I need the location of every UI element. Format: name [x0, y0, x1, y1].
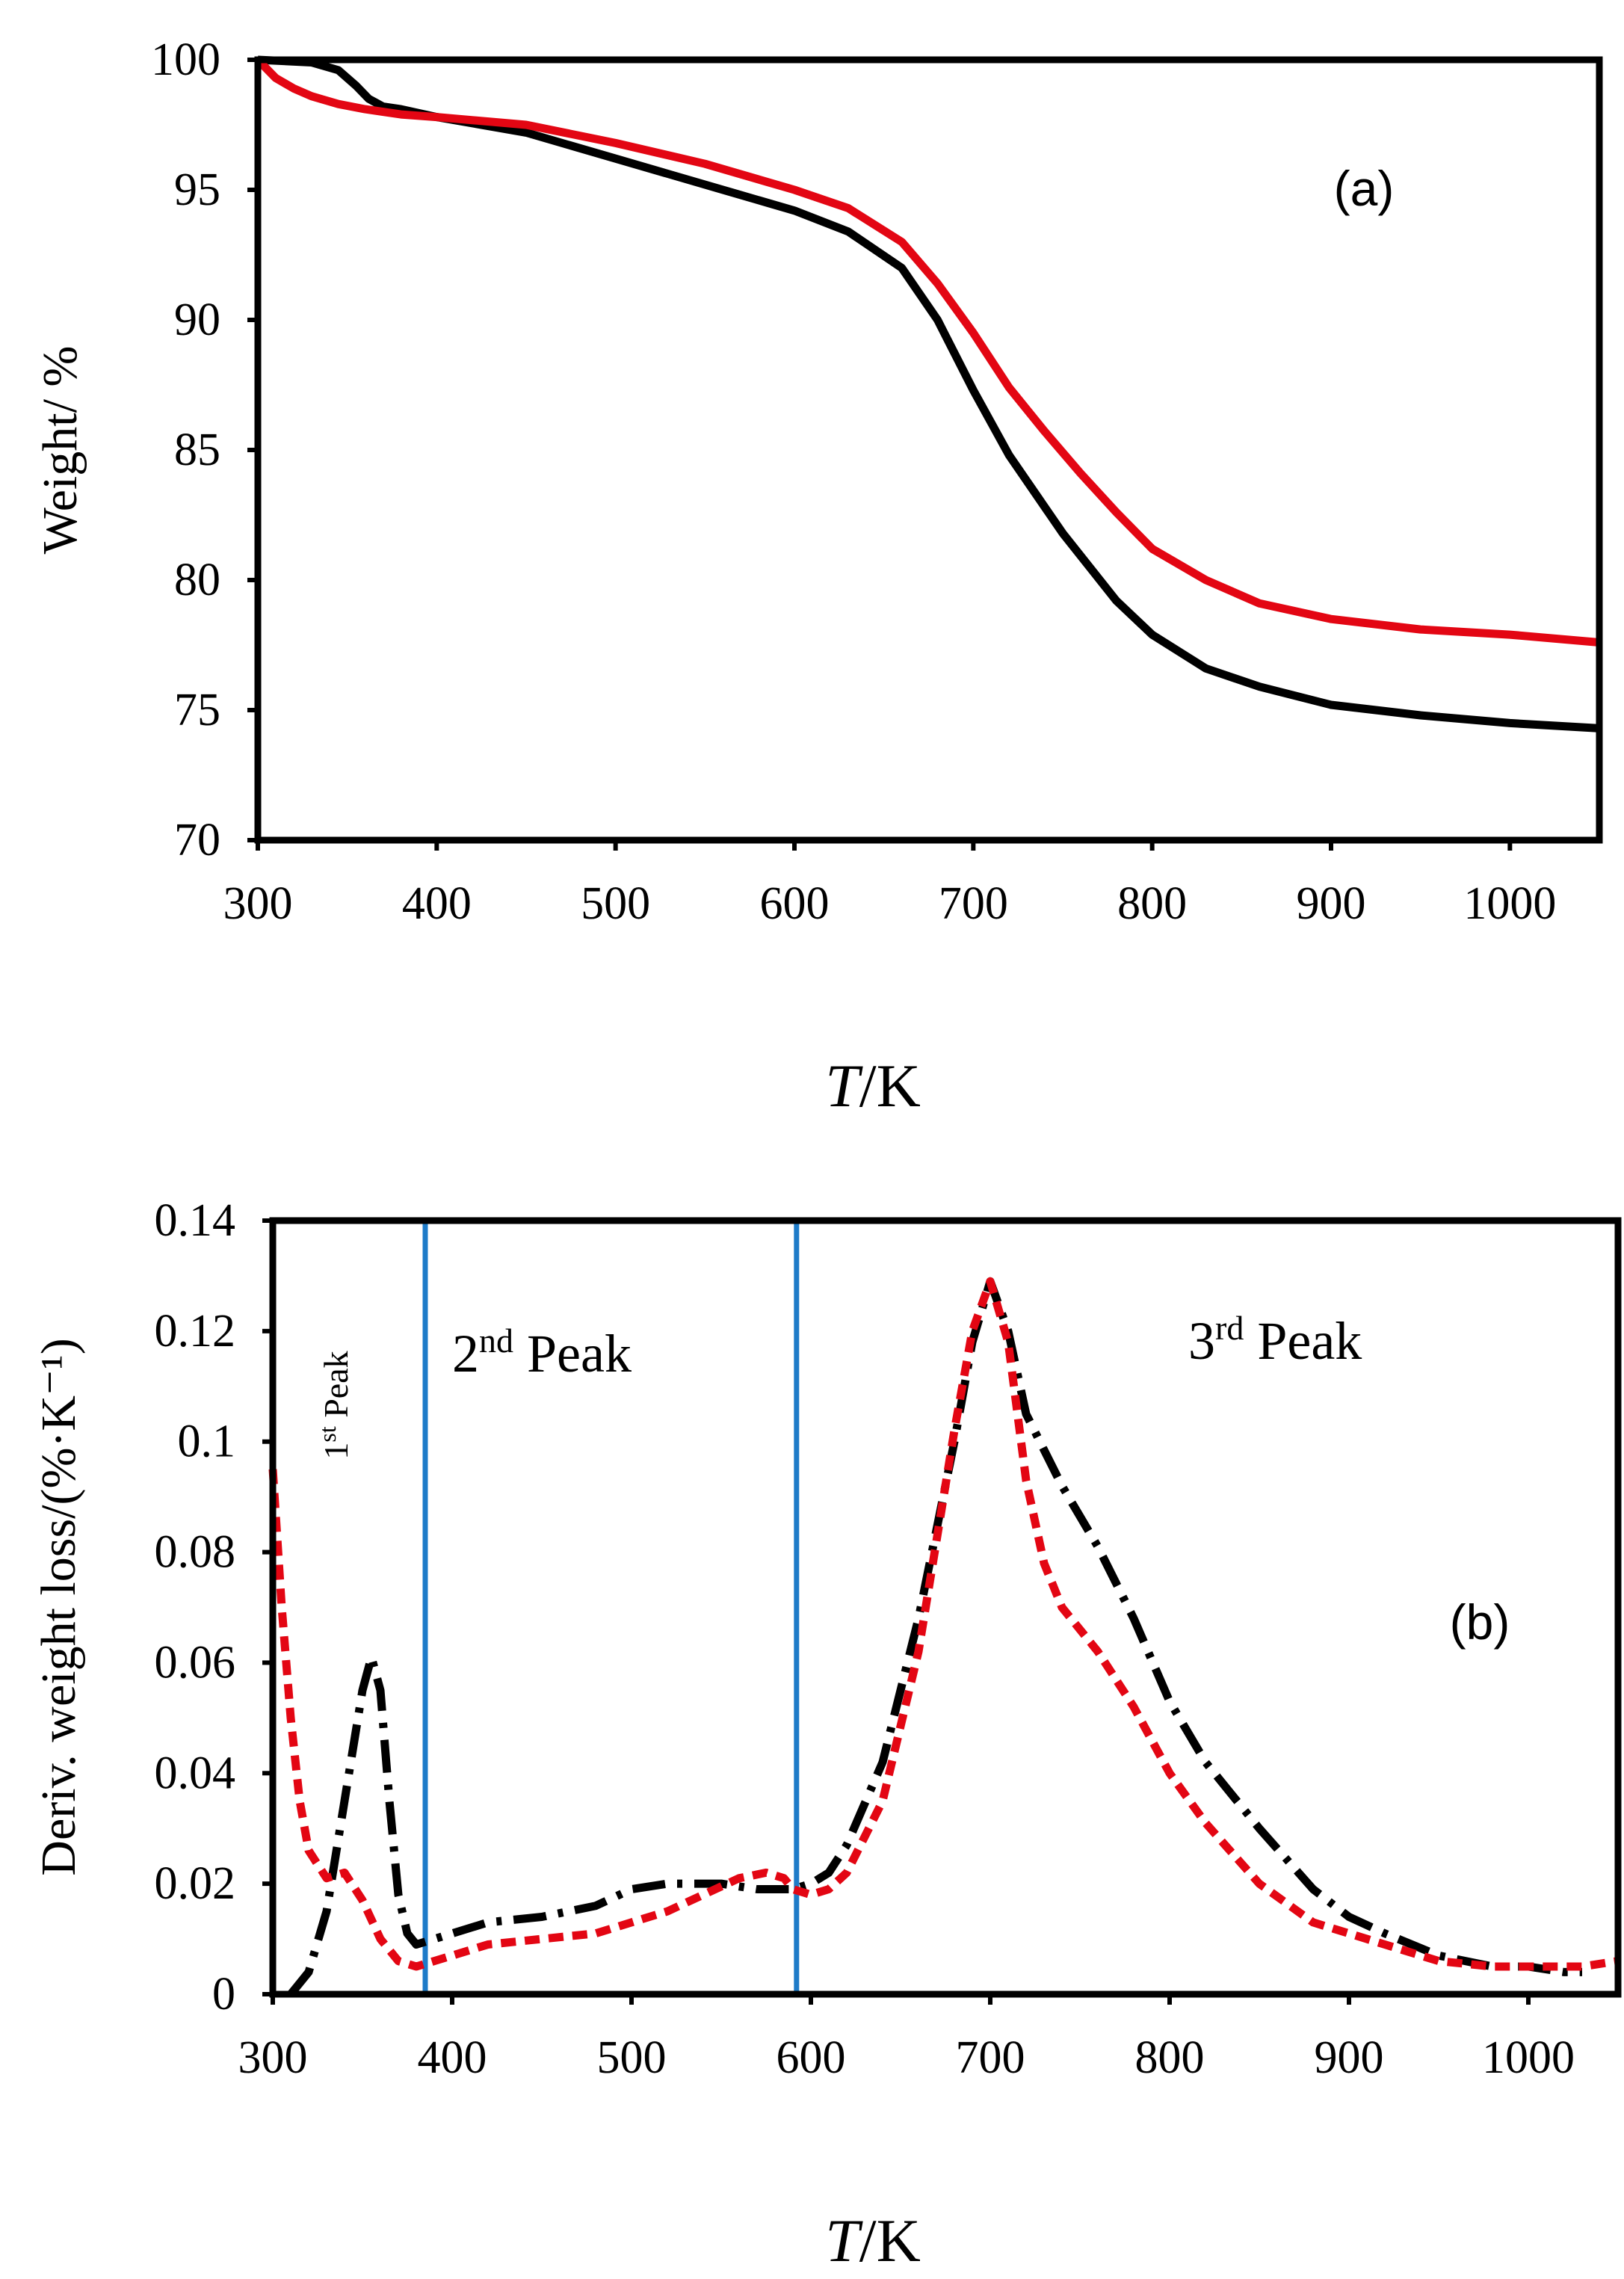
chart-b-series-black: [287, 1277, 1582, 1997]
chart-b-x-tick-label: 500: [597, 2032, 667, 2083]
chart-a-plot-frame: [254, 56, 1603, 844]
chart-b-y-tick-label: 0.1: [178, 1416, 236, 1467]
chart-a-ticks: 300 400 500 600 700 800 900 1000 70 75 80 85 90 95 100: [151, 34, 1556, 929]
chart-b-x-tick-label: 300: [238, 2032, 308, 2083]
chart-a-y-tick-label: 90: [174, 294, 220, 345]
peak1-label: 1st Peak: [314, 1351, 355, 1459]
chart-b: 300 400 500 600 700 800 900 1000 0 0.02 0.04 0.06 0.…: [31, 1195, 1622, 2275]
chart-a-panel-label: (a): [1334, 161, 1395, 216]
chart-b-y-axis-title: Deriv. weight loss/(%·K⁻¹): [31, 1338, 86, 1875]
chart-b-y-tick-label: 0: [212, 1969, 235, 2020]
chart-b-y-tick-label: 0.14: [155, 1195, 236, 1246]
chart-a-series-black: [257, 55, 1600, 733]
chart-a-x-tick-label: 800: [1117, 878, 1187, 929]
chart-b-y-tick-label: 0.06: [155, 1637, 236, 1688]
chart-b-series-red: [268, 1277, 1619, 1971]
chart-b-x-tick-label: 1000: [1482, 2032, 1575, 2083]
peak2-label: 2nd Peak: [452, 1322, 632, 1384]
chart-a-y-tick-label: 75: [174, 685, 220, 735]
chart-b-panel-label: (b): [1450, 1594, 1510, 1650]
chart-a-y-axis-title: Weight/ %: [33, 346, 87, 555]
chart-b-boundaries: [422, 1221, 800, 1994]
chart-a-x-tick-label: 600: [760, 878, 830, 929]
chart-b-y-tick-label: 0.02: [155, 1858, 236, 1909]
chart-b-y-tick-label: 0.04: [155, 1748, 236, 1798]
chart-a-x-tick-label: 500: [581, 878, 650, 929]
chart-b-y-tick-label: 0.08: [155, 1527, 236, 1578]
chart-a-x-tick-label: 1000: [1463, 878, 1556, 929]
chart-b-series: [268, 1277, 1619, 1997]
chart-a-y-tick-label: 100: [151, 34, 220, 85]
chart-a-y-tick-label: 70: [174, 815, 220, 866]
chart-b-x-axis-title: T/K: [825, 2206, 921, 2275]
chart-a-x-axis-title: T/K: [825, 1052, 921, 1120]
chart-a: 300 400 500 600 700 800 900 1000 70 75 80 85 90 95 100…: [33, 34, 1603, 1120]
chart-b-x-tick-label: 800: [1135, 2032, 1205, 2083]
peak3-label: 3rd Peak: [1188, 1309, 1362, 1371]
chart-b-x-tick-label: 700: [956, 2032, 1025, 2083]
chart-b-plot-frame: [269, 1217, 1622, 1998]
chart-a-y-tick-label: 80: [174, 555, 220, 605]
chart-b-x-tick-label: 900: [1315, 2032, 1384, 2083]
chart-b-ticks: 300 400 500 600 700 800 900 1000 0 0.02 0.04 0.06 0.…: [155, 1195, 1575, 2083]
chart-a-x-tick-label: 400: [402, 878, 472, 929]
chart-a-y-tick-label: 95: [174, 164, 220, 215]
chart-a-x-tick-label: 300: [223, 878, 293, 929]
chart-a-series: [255, 55, 1600, 733]
chart-a-y-tick-label: 85: [174, 425, 220, 475]
chart-a-x-tick-label: 700: [939, 878, 1008, 929]
chart-b-y-tick-label: 0.12: [155, 1306, 236, 1357]
chart-b-x-tick-label: 400: [418, 2032, 487, 2083]
chart-a-x-tick-label: 900: [1297, 878, 1366, 929]
chart-b-x-tick-label: 600: [777, 2032, 846, 2083]
chart-a-series-red: [255, 57, 1600, 647]
